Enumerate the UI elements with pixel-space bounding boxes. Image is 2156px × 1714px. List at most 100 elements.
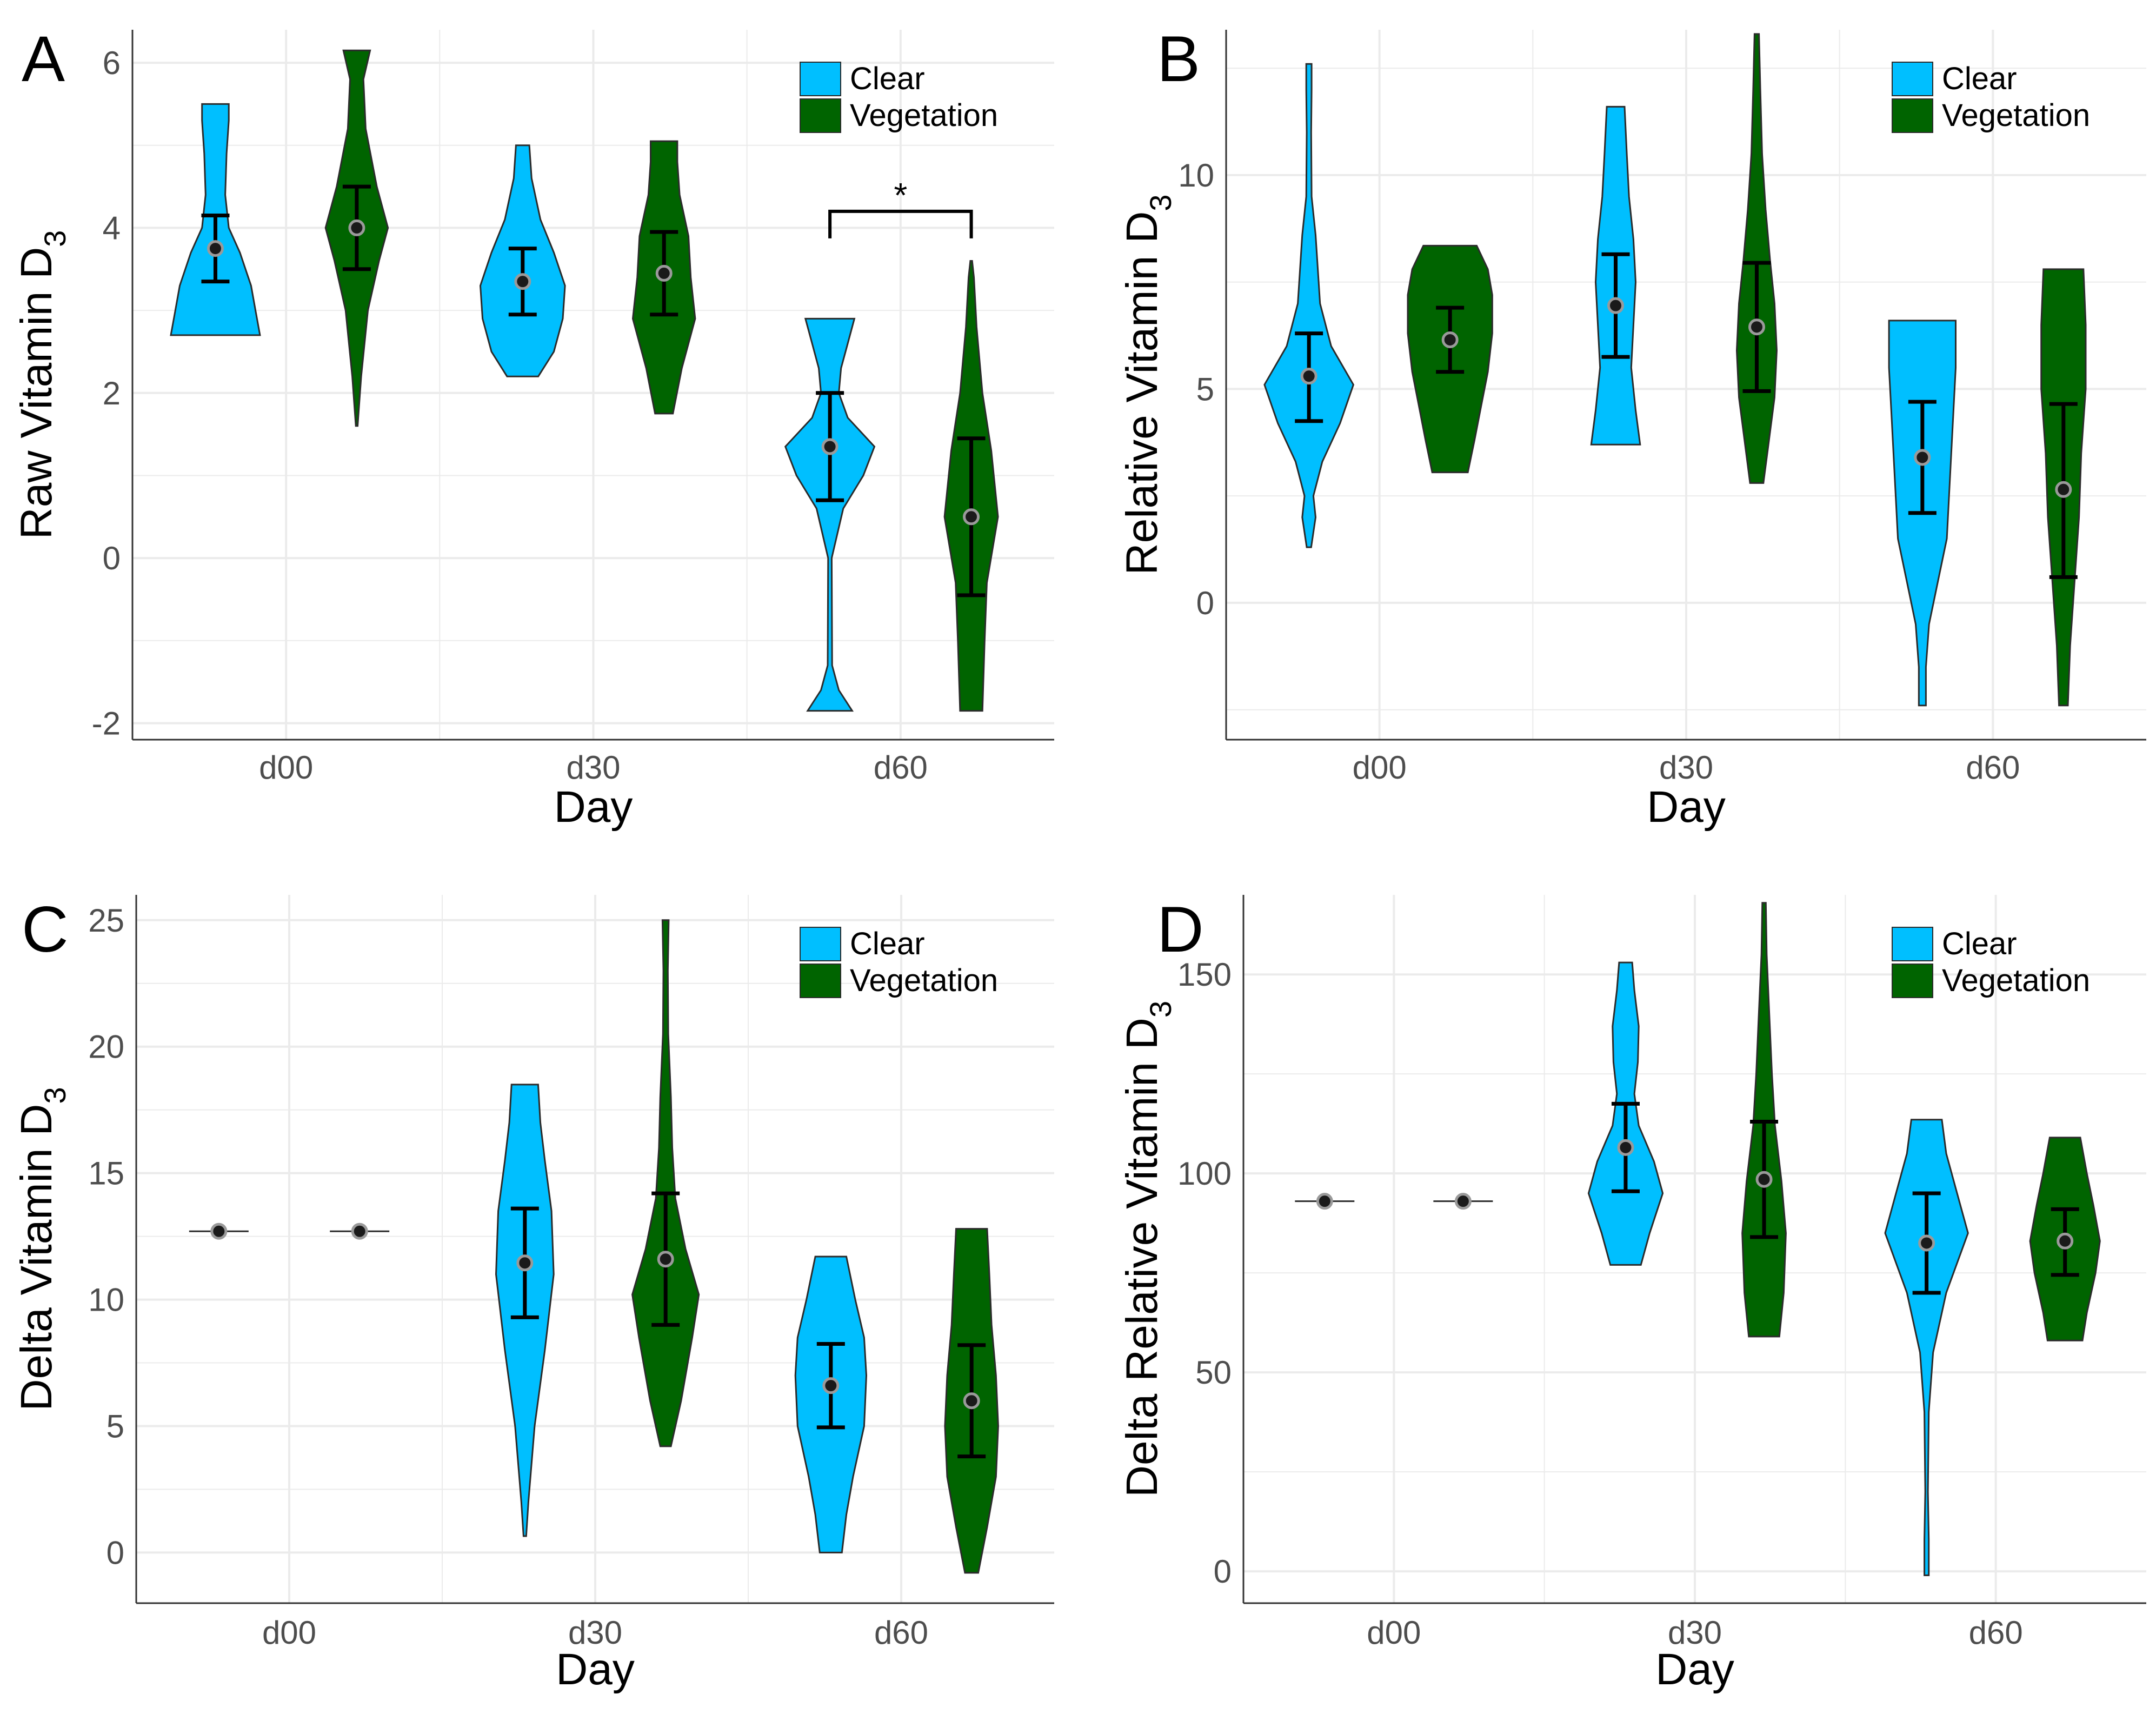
violin-vegetation-d30 <box>1741 902 1787 1338</box>
y-tick-label: 150 <box>1177 956 1232 993</box>
violin-clear-d00 <box>1263 63 1355 548</box>
mean-point <box>1914 449 1931 466</box>
x-tick-label: d60 <box>874 1615 928 1651</box>
y-tick-label: 0 <box>1196 585 1214 621</box>
mean-point <box>1300 368 1317 385</box>
mean-point <box>1918 1234 1935 1252</box>
y-tick-label: 0 <box>107 1534 124 1571</box>
legend-swatch-clear <box>1892 62 1933 96</box>
mean-point <box>963 508 980 526</box>
mean-point <box>657 1251 674 1268</box>
y-axis-title-subscript: 3 <box>38 1087 72 1104</box>
legend-swatch-vegetation <box>800 98 841 133</box>
mean-point <box>1454 1193 1472 1210</box>
mean-point <box>1316 1193 1333 1210</box>
violin-clear-d60 <box>784 317 876 712</box>
y-axis-title-main: Delta Vitamin D <box>12 1104 61 1411</box>
x-tick-label: d60 <box>874 749 928 786</box>
y-axis-title-main: Raw Vitamin D <box>12 247 61 540</box>
mean-point <box>351 1223 368 1240</box>
x-tick-label: d30 <box>1668 1615 1722 1651</box>
panel-letter: B <box>1157 23 1200 95</box>
significance-bracket <box>828 209 973 238</box>
y-tick-label: 15 <box>88 1155 124 1192</box>
legend-swatch-vegetation <box>800 964 841 998</box>
y-tick-label: -2 <box>92 705 121 741</box>
y-axis-title-subscript: 3 <box>1143 1001 1177 1018</box>
panel-a: -2 0 2 4 6 d00 d30 d60 Day Raw Vitamin D3 A * ClearV… <box>12 23 1054 832</box>
panel-letter: C <box>22 893 69 966</box>
violin-vegetation-d30 <box>631 919 700 1447</box>
y-tick-label: 10 <box>88 1282 124 1318</box>
mean-point <box>1441 331 1459 348</box>
legend-swatch-clear <box>800 62 841 96</box>
significance-label: * <box>894 176 907 215</box>
mean-point <box>963 1392 980 1410</box>
y-axis-title: Relative Vitamin D3 <box>1117 194 1177 575</box>
y-axis-title-subscript: 3 <box>38 230 72 247</box>
mean-point <box>2057 1232 2074 1250</box>
legend-label-vegetation: Vegetation <box>1942 963 2090 998</box>
y-tick-label: 0 <box>103 540 121 576</box>
y-tick-label: 10 <box>1178 157 1214 194</box>
y-axis-title: Delta Vitamin D3 <box>12 1087 72 1411</box>
mean-point <box>1617 1139 1634 1156</box>
mean-point <box>207 240 224 257</box>
x-axis-title: Day <box>1655 1645 1734 1694</box>
x-tick-label: d00 <box>259 749 313 786</box>
mean-point <box>655 264 673 282</box>
legend-label-vegetation: Vegetation <box>850 98 998 133</box>
mean-point <box>821 438 839 455</box>
x-tick-label: d60 <box>1969 1615 2023 1651</box>
y-tick-label: 25 <box>88 902 124 939</box>
panel-letter: D <box>1157 893 1204 966</box>
legend-label-clear: Clear <box>1942 926 2017 961</box>
x-tick-label: d00 <box>1353 749 1407 786</box>
x-tick-label: d30 <box>566 749 620 786</box>
mean-point <box>210 1223 228 1240</box>
y-axis-title-main: Delta Relative Vitamin D <box>1117 1018 1167 1497</box>
y-tick-label: 50 <box>1195 1354 1232 1391</box>
y-tick-label: 2 <box>103 375 121 411</box>
x-axis-title: Day <box>556 1645 635 1694</box>
y-tick-label: 0 <box>1214 1553 1232 1590</box>
legend-label-clear: Clear <box>850 926 925 961</box>
x-tick-label: d00 <box>1367 1615 1421 1651</box>
x-axis-title: Day <box>1647 782 1726 832</box>
y-tick-label: 5 <box>107 1409 124 1445</box>
y-axis-title: Raw Vitamin D3 <box>12 230 72 540</box>
panel-b: 0 5 10 d00 d30 d60 Day Relative Vitamin D3 B Clea… <box>1117 23 2146 832</box>
legend-label-vegetation: Vegetation <box>850 963 998 998</box>
legend-swatch-clear <box>800 927 841 961</box>
mean-point <box>514 273 531 290</box>
legend-label-vegetation: Vegetation <box>1942 98 2090 133</box>
mean-point <box>348 219 365 236</box>
legend-label-clear: Clear <box>1942 61 2017 96</box>
x-tick-label: d30 <box>1659 749 1713 786</box>
mean-point <box>1755 1171 1773 1188</box>
panel-letter: A <box>22 23 65 95</box>
x-axis-title: Day <box>554 782 633 832</box>
mean-point <box>822 1377 840 1394</box>
y-tick-label: 100 <box>1177 1155 1232 1192</box>
y-axis-title: Delta Relative Vitamin D3 <box>1117 1001 1177 1497</box>
legend-swatch-vegetation <box>1892 98 1933 133</box>
mean-point <box>516 1254 534 1272</box>
violin-vegetation-d30 <box>1735 33 1778 484</box>
mean-point <box>1748 318 1765 336</box>
panel-c: 0 5 10 15 20 25 d00 d30 d60 Day Delta Vitamin D3 C C… <box>12 893 1054 1694</box>
panel-d: 0 50 100 150 d00 d30 d60 Day Delta Relative Vita… <box>1117 893 2146 1694</box>
x-tick-label: d30 <box>568 1615 622 1651</box>
y-axis-title-subscript: 3 <box>1143 194 1177 211</box>
mean-point <box>1607 297 1625 314</box>
legend-label-clear: Clear <box>850 61 925 96</box>
y-tick-label: 4 <box>103 210 121 246</box>
x-tick-label: d00 <box>262 1615 316 1651</box>
y-tick-label: 5 <box>1196 371 1214 407</box>
y-tick-label: 20 <box>88 1029 124 1065</box>
